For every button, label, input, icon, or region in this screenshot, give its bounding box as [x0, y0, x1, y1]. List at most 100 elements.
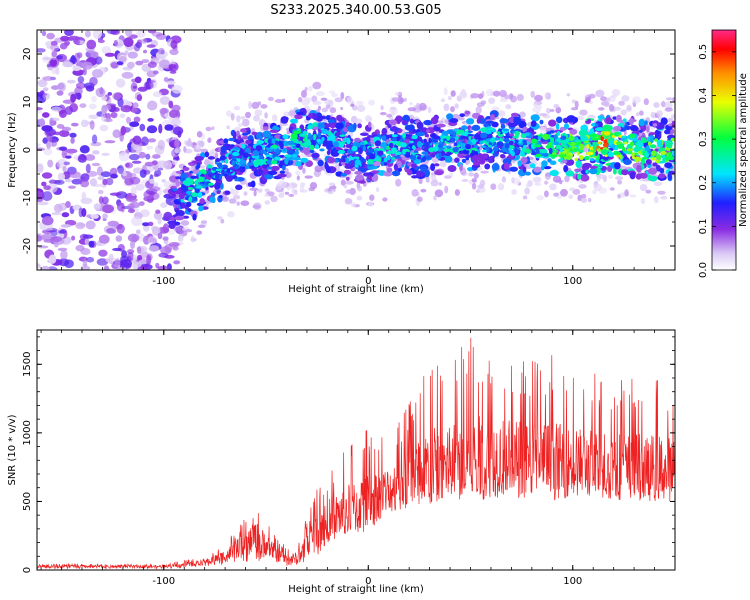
noise-blob	[60, 250, 68, 260]
noise-blob	[43, 185, 51, 191]
halo-blob	[516, 93, 524, 102]
ridge-core-blob	[520, 154, 527, 157]
halo-blob	[357, 104, 366, 113]
ridge-core-blob	[205, 186, 209, 191]
ridge-blob	[267, 170, 278, 175]
halo-blob	[325, 104, 331, 110]
halo-blob	[171, 159, 178, 166]
noise-blob	[132, 254, 138, 261]
halo-blob	[524, 187, 530, 195]
ridge-blob	[383, 171, 393, 177]
noise-blob	[107, 220, 119, 227]
halo-blob	[357, 185, 363, 192]
noise-blob	[43, 148, 53, 156]
ridge-blob	[295, 160, 302, 167]
noise-blob	[129, 121, 140, 127]
ridge-core-blob	[182, 180, 190, 186]
halo-blob	[559, 180, 563, 185]
ridge-blob	[412, 128, 417, 133]
halo-blob	[214, 151, 219, 160]
ridge-core-blob	[452, 147, 459, 153]
ridge-blob	[336, 114, 343, 122]
ridge-core-blob	[473, 144, 479, 149]
ridge-core-blob	[450, 137, 456, 143]
halo-blob	[617, 179, 623, 185]
noise-blob	[65, 155, 72, 159]
ridge-blob	[354, 137, 361, 143]
noise-blob	[147, 118, 154, 122]
noise-blob	[130, 82, 138, 92]
halo-blob	[191, 235, 195, 243]
ridge-blob	[589, 158, 595, 162]
halo-blob	[298, 97, 303, 103]
ridge-blob	[316, 122, 325, 130]
ridge-blob	[664, 129, 671, 135]
ridge-blob	[580, 174, 590, 182]
noise-blob	[90, 214, 99, 219]
ridge-blob	[569, 128, 578, 135]
halo-blob	[555, 106, 562, 114]
halo-blob	[471, 183, 477, 190]
halo-blob	[544, 92, 551, 100]
halo-blob	[653, 181, 663, 187]
noise-blob	[157, 47, 165, 55]
ridge-core-blob	[271, 144, 278, 149]
ridge-core-blob	[220, 173, 224, 177]
halo-blob	[480, 170, 489, 174]
ridge-core-blob	[196, 185, 201, 189]
ridge-core-blob	[629, 141, 635, 147]
ridge-core-blob	[636, 139, 642, 144]
ridge-blob	[564, 123, 569, 130]
y-tick-label: 0	[22, 567, 33, 573]
halo-blob	[314, 165, 323, 173]
ridge-blob	[251, 131, 258, 136]
halo-blob	[394, 92, 401, 96]
noise-blob	[61, 212, 70, 218]
x-tick-label: 100	[563, 276, 582, 287]
ridge-core-blob	[271, 138, 277, 144]
ridge-core-blob	[425, 155, 431, 160]
halo-blob	[454, 103, 459, 109]
ridge-blob	[340, 173, 348, 177]
ridge-core-blob	[494, 137, 500, 141]
ridge-core-blob	[565, 155, 573, 161]
ridge-core-blob	[411, 135, 417, 139]
ridge-core-blob	[647, 141, 652, 146]
noise-blob	[155, 33, 167, 40]
ridge-core-blob	[366, 160, 374, 165]
halo-blob	[227, 211, 235, 218]
halo-blob	[617, 194, 621, 199]
ridge-core-blob	[295, 139, 299, 144]
noise-blob	[90, 51, 99, 59]
ridge-core-blob	[332, 141, 339, 148]
ridge-core-blob	[322, 139, 329, 146]
ridge-blob	[168, 222, 176, 229]
ridge-blob	[327, 119, 336, 124]
ridge-blob	[645, 159, 652, 165]
ridge-blob	[658, 173, 666, 179]
ridge-core-blob	[496, 131, 501, 134]
noise-blob	[112, 247, 123, 252]
halo-blob	[375, 187, 380, 193]
noise-blob	[115, 78, 126, 88]
ridge-core-blob	[307, 136, 314, 140]
ridge-core-blob	[172, 188, 178, 191]
halo-blob	[221, 196, 229, 202]
halo-blob	[549, 183, 557, 191]
noise-blob	[131, 160, 142, 164]
noise-blob	[162, 236, 169, 241]
halo-blob	[611, 89, 621, 96]
ridge-core-blob	[372, 136, 381, 142]
halo-blob	[245, 111, 251, 119]
noise-blob	[67, 35, 80, 41]
ridge-blob	[444, 155, 453, 163]
noise-blob	[140, 209, 150, 218]
noise-blob	[135, 183, 145, 191]
figure-title: S233.2025.340.00.53.G05	[270, 3, 441, 18]
halo-blob	[205, 126, 212, 132]
ridge-core-blob	[391, 150, 396, 155]
noise-blob	[51, 117, 60, 122]
noise-blob	[80, 248, 91, 255]
ridge-blob	[638, 129, 643, 133]
noise-blob	[157, 139, 166, 150]
